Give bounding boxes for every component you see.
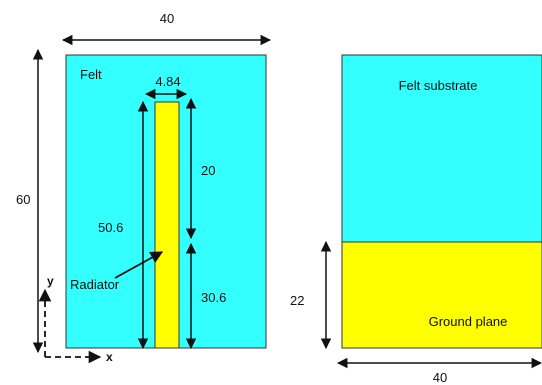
ground-height-label: 22 (290, 293, 304, 308)
felt-label: Felt (80, 67, 102, 82)
x-axis-label: x (106, 350, 113, 364)
radiator-label: Radiator (70, 277, 120, 292)
y-axis-label: y (47, 274, 54, 288)
radiator-width-label: 4.84 (155, 74, 180, 89)
lower-segment-label: 30.6 (201, 290, 226, 305)
back-width-label: 40 (433, 370, 447, 385)
front-width-label: 40 (160, 11, 174, 26)
ground-plane-label: Ground plane (429, 314, 508, 329)
radiator-pointer-arrow (114, 251, 164, 279)
front-height-label: 60 (16, 192, 30, 207)
back-substrate (341, 54, 542, 243)
radiator-length-label: 50.6 (98, 220, 123, 235)
upper-segment-label: 20 (201, 163, 215, 178)
ground-plane (341, 241, 542, 349)
felt-substrate-label: Felt substrate (399, 78, 478, 93)
radiator-strip (154, 101, 180, 349)
